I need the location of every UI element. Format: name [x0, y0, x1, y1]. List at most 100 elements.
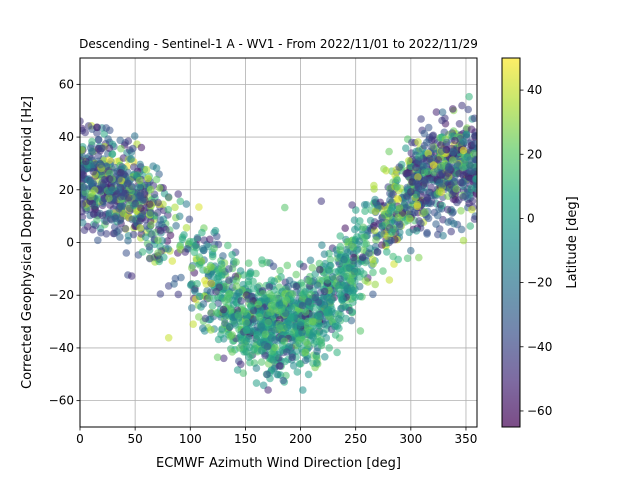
scatter-point — [402, 144, 410, 152]
y-axis-label: Corrected Geophysical Doppler Centroid [… — [20, 96, 35, 389]
scatter-point — [152, 175, 161, 184]
scatter-point — [260, 294, 269, 302]
scatter-point — [359, 223, 368, 232]
scatter-point — [87, 179, 95, 187]
scatter-point — [285, 276, 294, 285]
scatter-point — [283, 348, 291, 356]
scatter-point — [459, 146, 468, 155]
scatter-point — [276, 266, 284, 275]
scatter-point — [267, 276, 276, 285]
scatter-point — [424, 214, 433, 223]
scatter-point — [171, 274, 180, 283]
scatter-point — [421, 208, 429, 216]
scatter-point — [116, 136, 124, 145]
scatter-point — [203, 266, 211, 274]
scatter-point — [405, 228, 414, 237]
scatter-point — [138, 248, 147, 256]
scatter-point — [154, 249, 162, 257]
scatter-point — [271, 343, 280, 352]
scatter-point — [470, 131, 477, 140]
scatter-point — [244, 295, 253, 303]
scatter-point — [211, 226, 220, 235]
scatter-point — [314, 312, 323, 320]
scatter-point — [281, 203, 289, 212]
scatter-point — [336, 232, 345, 240]
scatter-point — [282, 296, 291, 305]
scatter-point — [99, 180, 108, 189]
scatter-point — [127, 272, 136, 280]
scatter-point — [232, 282, 241, 291]
scatter-point — [308, 317, 317, 326]
scatter-point — [239, 369, 248, 378]
scatter-point — [121, 189, 130, 197]
scatter-point — [277, 273, 285, 281]
scatter-point — [123, 179, 132, 188]
scatter-point — [205, 294, 213, 303]
scatter-point — [80, 146, 86, 154]
scatter-point — [136, 217, 144, 226]
scatter-point — [304, 370, 313, 379]
scatter-point — [444, 165, 453, 174]
scatter-point — [289, 362, 298, 370]
scatter-point — [313, 347, 321, 356]
scatter-point — [308, 263, 317, 272]
scatter-point — [228, 348, 236, 356]
scatter-point — [361, 207, 369, 215]
scatter-point — [456, 178, 465, 186]
scatter-point — [115, 175, 123, 183]
scatter-point — [269, 295, 278, 304]
scatter-point — [258, 256, 266, 264]
scatter-point — [467, 125, 476, 134]
scatter-point — [426, 176, 434, 184]
scatter-point — [252, 364, 261, 373]
scatter-point — [155, 184, 164, 192]
scatter-point — [156, 226, 165, 235]
scatter-point — [146, 185, 155, 194]
scatter-point — [264, 318, 273, 327]
scatter-point — [232, 258, 240, 266]
scatter-point — [377, 230, 386, 238]
scatter-point — [338, 296, 347, 304]
scatter-point — [335, 315, 343, 323]
scatter-point — [182, 200, 191, 208]
scatter-point — [361, 233, 369, 241]
scatter-point — [414, 138, 422, 146]
scatter-point — [420, 176, 429, 185]
scatter-point — [265, 283, 274, 291]
scatter-point — [450, 178, 459, 186]
scatter-point — [300, 290, 308, 298]
scatter-point — [236, 267, 245, 275]
scatter-point — [88, 137, 96, 146]
x-axis-ticks: 0 50 100 150 200 250 300 350 — [76, 427, 477, 446]
y-tick-label: −20 — [49, 288, 74, 302]
scatter-point — [191, 287, 199, 296]
scatter-point — [156, 290, 165, 298]
x-tick-label: 50 — [127, 432, 142, 446]
scatter-point — [369, 260, 378, 268]
scatter-point — [405, 214, 414, 223]
scatter-point — [201, 314, 210, 323]
scatter-point — [82, 157, 90, 166]
scatter-point — [207, 279, 216, 288]
scatter-point — [236, 344, 244, 352]
y-tick-label: 40 — [59, 130, 74, 144]
scatter-point — [257, 346, 266, 355]
scatter-point — [318, 241, 326, 249]
scatter-point — [80, 226, 89, 234]
scatter-point — [80, 170, 87, 179]
colorbar-tick-label: −40 — [527, 340, 552, 354]
scatter-point — [470, 215, 477, 223]
scatter-point — [177, 273, 185, 282]
scatter-point — [137, 143, 146, 152]
scatter-point — [137, 204, 145, 212]
scatter-point — [419, 162, 428, 170]
scatter-point — [117, 202, 125, 210]
scatter-point — [263, 370, 271, 379]
scatter-point — [358, 253, 367, 261]
scatter-point — [284, 282, 293, 291]
scatter-point — [455, 120, 464, 128]
scatter-point — [365, 249, 373, 257]
scatter-point — [338, 266, 346, 275]
scatter-point — [466, 161, 474, 169]
scatter-point — [276, 362, 285, 370]
